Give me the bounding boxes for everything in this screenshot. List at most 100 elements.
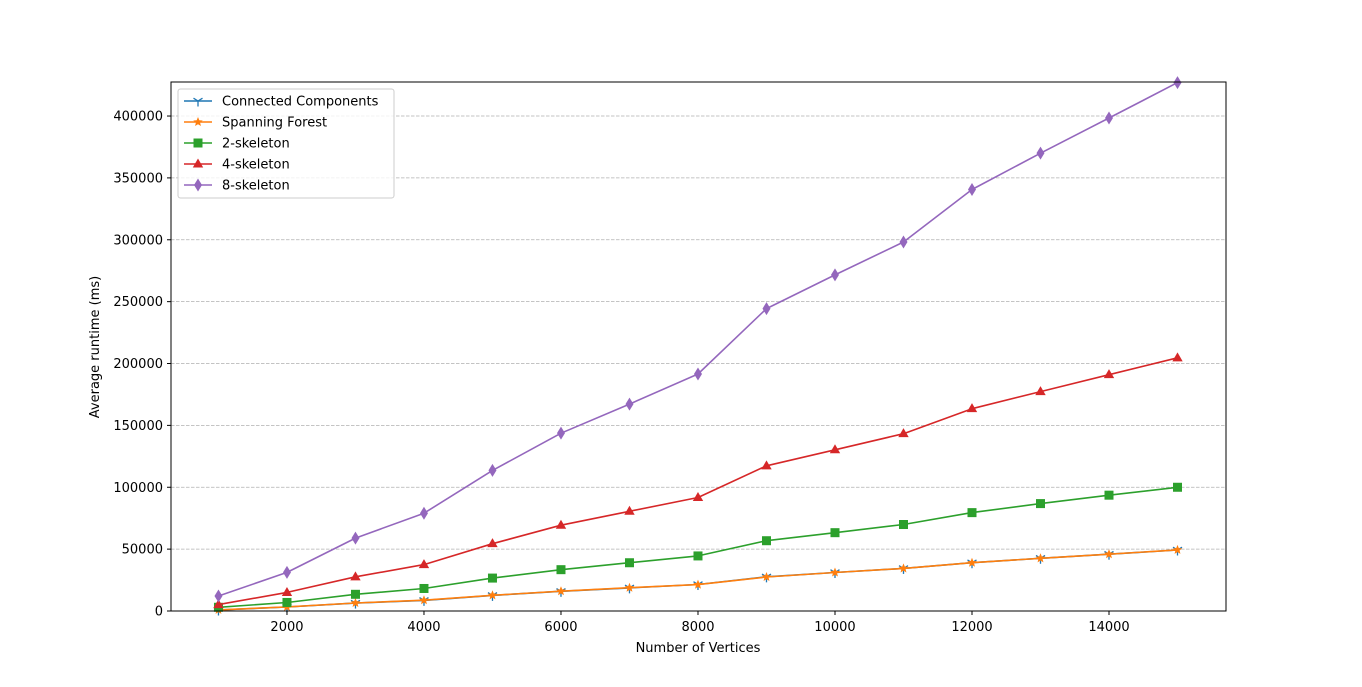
legend-item: 8-skeleton (184, 178, 290, 194)
x-axis-ticks: 2000 4000 6000 8000 10000 12000 14000 (270, 611, 1130, 635)
legend-item: Connected Components (184, 95, 379, 110)
square-marker (282, 597, 292, 607)
square-marker (830, 528, 840, 538)
square-marker (1035, 499, 1045, 509)
square-marker (487, 573, 497, 583)
series-4-skeleton (213, 352, 1183, 609)
star-marker (419, 595, 429, 605)
x-tick-label: 10000 (814, 620, 855, 635)
thin_diamond-marker (488, 463, 497, 477)
triangle-marker (966, 403, 978, 413)
square-marker (898, 520, 908, 530)
x-tick-label: 4000 (407, 620, 440, 635)
y-tick-label: 350000 (113, 171, 163, 186)
x-axis-label: Number of Vertices (636, 641, 761, 656)
star-marker (193, 117, 203, 127)
triangle-marker (350, 571, 361, 581)
square-marker (1104, 490, 1114, 500)
thin_diamond-marker (1104, 111, 1113, 125)
legend-label: Connected Components (222, 95, 379, 110)
x-tick-label: 6000 (544, 620, 577, 635)
star-marker (1104, 549, 1114, 559)
x-tick-label: 8000 (681, 620, 714, 635)
triangle-marker (829, 444, 841, 454)
square-marker (556, 565, 566, 575)
y-tick-label: 50000 (122, 543, 163, 558)
series-8-skeleton (214, 76, 1182, 603)
y-tick-label: 250000 (113, 295, 163, 310)
thin_diamond-marker (194, 178, 202, 192)
thin_diamond-marker (419, 506, 428, 520)
legend: Connected Components Spanning Forest 2-ske… (177, 88, 395, 199)
legend-item: 2-skeleton (184, 137, 290, 152)
triangle-marker (192, 158, 204, 168)
thin_diamond-marker (282, 565, 291, 579)
legend-label: 2-skeleton (222, 137, 290, 152)
triangle-marker (487, 538, 498, 548)
legend-box (177, 88, 395, 199)
star-marker (967, 557, 977, 567)
legend-label: Spanning Forest (222, 116, 327, 131)
thin_diamond-marker (693, 367, 702, 381)
triangle-marker (555, 519, 567, 529)
triangle-marker (281, 586, 293, 596)
y-tick-label: 0 (155, 605, 163, 620)
thin_diamond-marker (967, 183, 976, 197)
star-marker (350, 597, 361, 607)
thin_diamond-marker (830, 268, 839, 282)
axes-frame (170, 81, 1227, 612)
y-axis-ticks: 0 50000 100000 150000 200000 250000 300000 3500… (113, 110, 171, 620)
star-marker (1035, 553, 1046, 563)
series-2-skeleton (213, 482, 1183, 612)
thin_diamond-marker (1036, 146, 1045, 160)
star-marker (487, 590, 498, 600)
tri_down-marker (193, 97, 203, 107)
x-tick-label: 14000 (1088, 620, 1129, 635)
square-marker (193, 138, 203, 148)
thin_diamond-marker (1173, 76, 1182, 90)
square-marker (419, 583, 429, 593)
star-marker (624, 582, 635, 592)
series-lines (213, 76, 1183, 616)
legend-label: 4-skeleton (222, 158, 290, 173)
y-tick-label: 300000 (113, 233, 163, 248)
star-marker (761, 571, 772, 582)
thin_diamond-marker (625, 397, 634, 411)
y-tick-label: 400000 (113, 110, 163, 125)
square-marker (1173, 482, 1183, 492)
legend-item: 4-skeleton (184, 158, 290, 173)
thin_diamond-marker (556, 426, 565, 440)
y-tick-label: 200000 (113, 357, 163, 372)
square-marker (761, 536, 771, 546)
series-spanning-forest (213, 544, 1183, 614)
triangle-marker (418, 559, 430, 569)
triangle-marker (761, 460, 772, 470)
triangle-marker (213, 599, 224, 609)
y-axis-label: Average runtime (ms) (88, 276, 103, 418)
thin_diamond-marker (351, 531, 360, 545)
thin_diamond-marker (899, 235, 908, 249)
square-marker (624, 558, 634, 568)
square-marker (693, 551, 703, 561)
triangle-marker (1103, 369, 1115, 379)
triangle-marker (692, 492, 704, 502)
triangle-marker (1172, 352, 1183, 362)
star-marker (1172, 544, 1183, 554)
y-tick-label: 150000 (113, 419, 163, 434)
square-marker (967, 508, 977, 518)
legend-item: Spanning Forest (184, 116, 327, 131)
triangle-marker (624, 505, 635, 515)
square-marker (350, 589, 360, 599)
star-marker (693, 579, 703, 589)
thin_diamond-marker (762, 302, 771, 316)
x-tick-label: 2000 (270, 620, 303, 635)
star-marker (898, 563, 909, 573)
y-tick-label: 100000 (113, 481, 163, 496)
triangle-marker (1035, 386, 1046, 396)
legend-label: 8-skeleton (222, 179, 290, 194)
triangle-marker (898, 428, 909, 438)
star-marker (556, 586, 566, 596)
thin_diamond-marker (214, 589, 223, 603)
x-tick-label: 12000 (951, 620, 992, 635)
